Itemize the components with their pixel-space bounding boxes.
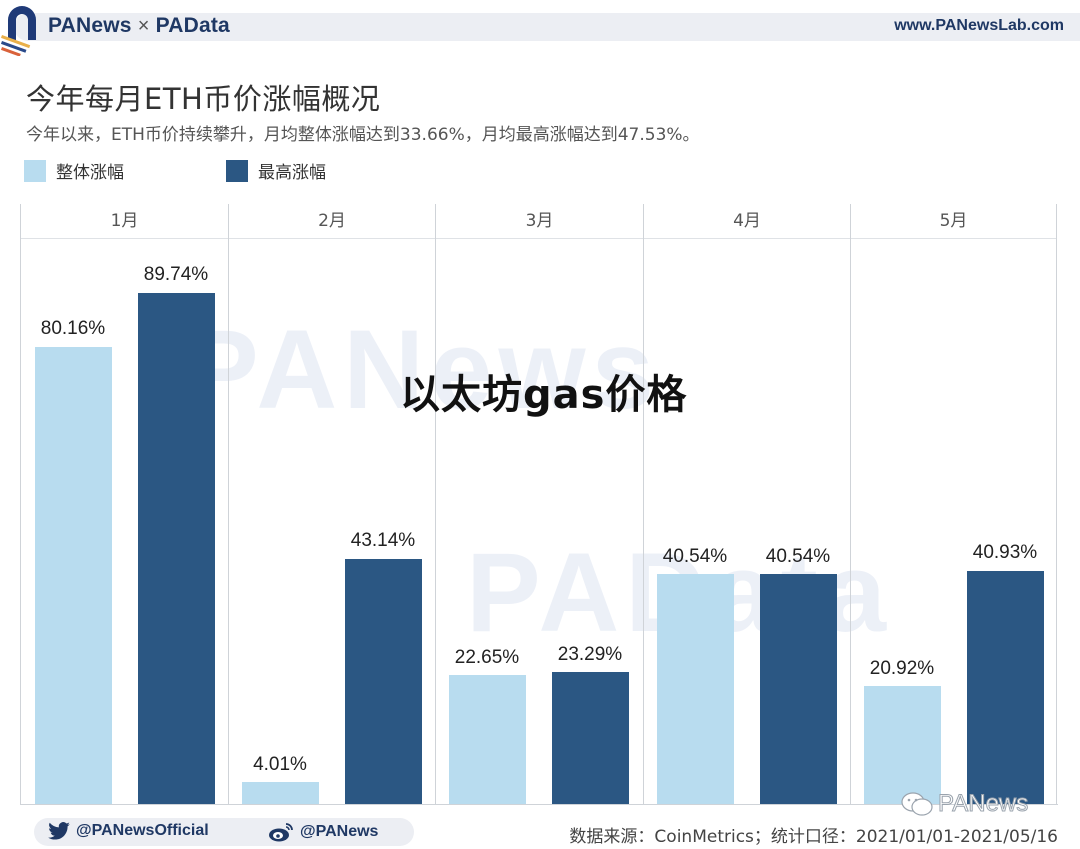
- bar-max: [760, 574, 837, 805]
- brand-panews: PANews: [48, 14, 132, 37]
- bar-label: 22.65%: [454, 647, 520, 668]
- overlay-caption: 以太坊gas价格: [400, 372, 688, 418]
- month-panel-3: 3月 22.65% 23.29%: [435, 204, 643, 805]
- bar-overall: [35, 347, 112, 805]
- wechat-watermark: PANews: [900, 790, 1029, 818]
- brand-padata: PAData: [155, 14, 230, 37]
- wechat-watermark-label: PANews: [937, 790, 1029, 818]
- twitter-bird-icon: [48, 822, 70, 840]
- bar-label: 40.54%: [662, 546, 728, 567]
- twitter-handle-label: @PANewsOfficial: [76, 822, 209, 839]
- legend-item-overall: 整体涨幅: [24, 158, 124, 183]
- panews-logo-icon: [0, 6, 36, 56]
- month-panel-1: 1月 80.16% 89.74%: [20, 204, 228, 805]
- chart-subtitle: 今年以来，ETH币价持续攀升，月均整体涨幅达到33.66%，月均最高涨幅达到47…: [26, 125, 700, 145]
- month-panel-4: 4月 40.54% 40.54%: [643, 204, 850, 805]
- wechat-icon: [901, 792, 933, 816]
- x-axis-baseline: [20, 804, 1058, 805]
- legend-swatch-overall: [24, 159, 46, 182]
- bar-label: 40.54%: [765, 546, 831, 567]
- weibo-icon: [269, 823, 293, 842]
- weibo-handle: @PANews: [268, 822, 378, 842]
- bar-label: 80.16%: [40, 318, 106, 339]
- weibo-handle-label: @PANews: [300, 823, 379, 840]
- brand-title: PANews × PAData: [48, 14, 230, 38]
- month-header: 1月: [21, 204, 228, 239]
- bar-label: 89.74%: [143, 264, 209, 285]
- bar-overall: [242, 782, 319, 805]
- month-panel-2: 2月 4.01% 43.14%: [228, 204, 435, 805]
- bar-max: [967, 571, 1044, 805]
- site-url: www.PANewsLab.com: [894, 17, 1064, 34]
- footer-social-band: [34, 818, 414, 846]
- legend-label: 最高涨幅: [258, 163, 326, 183]
- bar-label: 4.01%: [253, 754, 307, 775]
- bar-label: 23.29%: [557, 644, 623, 665]
- bar-max: [345, 559, 422, 805]
- bar-label: 43.14%: [350, 530, 416, 551]
- bar-max: [552, 672, 629, 805]
- bar-overall: [864, 686, 941, 805]
- bar-max: [138, 293, 215, 805]
- bar-chart: 1月 80.16% 89.74% 2月 4.01% 43.14% 3月 22.6…: [20, 204, 1058, 805]
- legend-swatch-max: [226, 159, 248, 182]
- month-header: 4月: [644, 204, 850, 239]
- month-header: 3月: [436, 204, 643, 239]
- twitter-handle: @PANewsOfficial: [48, 822, 209, 840]
- month-header: 2月: [229, 204, 435, 239]
- month-header: 5月: [851, 204, 1056, 239]
- bar-overall: [449, 675, 526, 805]
- header-band: [14, 13, 1080, 41]
- month-panel-5: 5月 20.92% 40.93%: [850, 204, 1057, 805]
- legend-item-max: 最高涨幅: [226, 158, 326, 183]
- legend-label: 整体涨幅: [56, 163, 124, 183]
- brand-separator: ×: [137, 15, 150, 37]
- bar-label: 40.93%: [972, 542, 1038, 563]
- bar-overall: [657, 574, 734, 805]
- data-source-note: 数据来源：CoinMetrics；统计口径：2021/01/01-2021/05…: [569, 827, 1058, 847]
- chart-title: 今年每月ETH币价涨幅概况: [26, 82, 381, 116]
- bar-label: 20.92%: [869, 658, 935, 679]
